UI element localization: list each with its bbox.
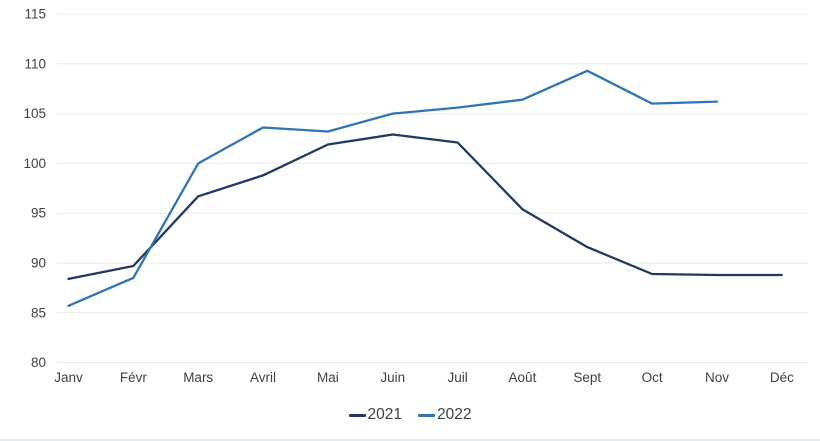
y-axis-tick-95: 95 (31, 206, 46, 221)
x-axis-tick-12: Déc (770, 370, 794, 385)
legend-dash-2021-icon (348, 413, 366, 417)
y-axis-tick-110: 110 (24, 56, 46, 71)
series-line-2021 (67, 133, 783, 281)
x-axis-tick-5: Mai (317, 370, 339, 385)
y-axis-tick-80: 80 (31, 355, 46, 370)
legend-dash-2022-icon (418, 413, 435, 417)
line-chart-plot-area: 80 85 90 95 100 105 110 115 Janv Févr Mars Avril Mai… (23, 7, 808, 385)
x-axis-tick-6: Juin (380, 370, 405, 385)
y-axis-tick-90: 90 (31, 256, 46, 271)
chart-legend: 2021 2022 (0, 399, 820, 431)
x-axis-tick-1: Janv (54, 370, 83, 385)
x-axis-tick-11: Nov (705, 370, 729, 385)
x-axis-tick-9: Sept (573, 370, 601, 385)
legend-label-2021: 2021 (367, 406, 402, 423)
x-axis-tick-3: Mars (183, 370, 213, 385)
y-axis-tick-85: 85 (31, 305, 46, 320)
series-line-2022 (67, 69, 719, 307)
y-axis-tick-115: 115 (24, 7, 46, 22)
y-axis-tick-105: 105 (23, 106, 46, 121)
x-axis-tick-2: Févr (120, 370, 148, 385)
x-axis-tick-4: Avril (250, 370, 276, 385)
legend-label-2022: 2022 (437, 406, 472, 423)
y-axis-tick-100: 100 (23, 156, 46, 171)
legend-item-2021: 2021 (348, 406, 402, 424)
legend-item-2022: 2022 (418, 406, 471, 424)
x-axis-tick-8: Août (509, 370, 537, 385)
x-axis-tick-10: Oct (642, 370, 663, 385)
x-axis-tick-7: Juil (447, 370, 467, 385)
